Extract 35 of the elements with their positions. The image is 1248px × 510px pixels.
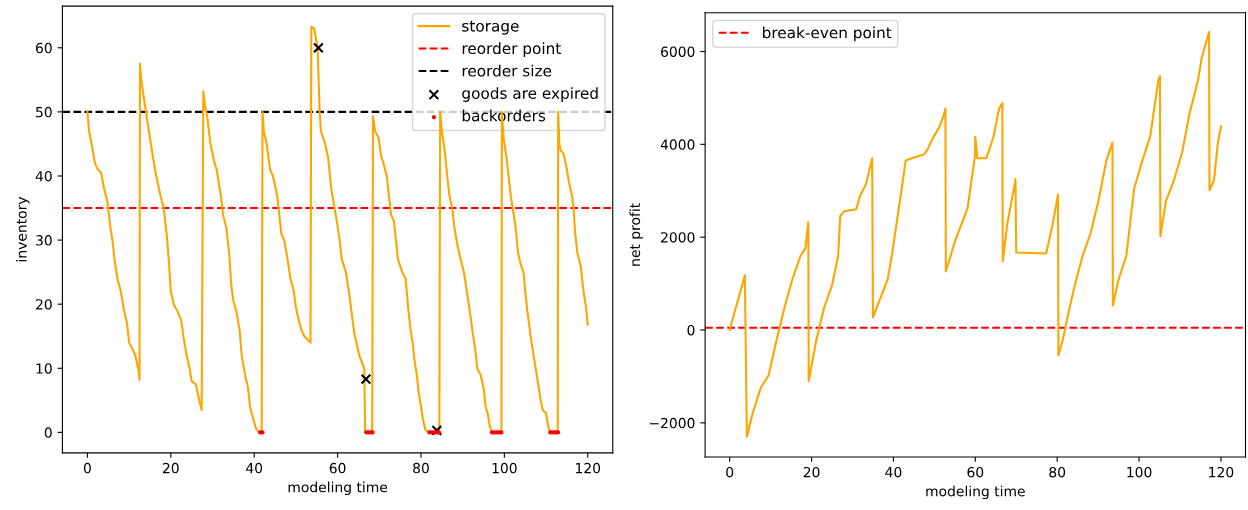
x-axis-title: modeling time [926, 485, 1025, 500]
x-tick-label: 100 [492, 462, 517, 474]
y-tick-label: 0 [687, 324, 695, 336]
y-tick-label: 20 [36, 299, 52, 310]
x-tick-label: 20 [803, 466, 820, 478]
legend-label: reorder point [462, 42, 561, 58]
y-tick-label: 4000 [660, 139, 695, 150]
x-tick-label: 60 [967, 466, 984, 478]
x-tick-label: 40 [885, 466, 902, 478]
y-tick-label: 10 [36, 363, 52, 374]
y-tick-label: 40 [35, 170, 52, 182]
x-tick-label: 60 [329, 462, 346, 474]
y-axis-title: net profit [629, 203, 643, 266]
x-axis-title: modeling time [288, 481, 388, 496]
y-tick-label: 30 [36, 235, 52, 246]
y-axis-title: inventory [16, 196, 30, 262]
x-tick-label: 80 [413, 462, 429, 474]
y-tick-label: 60 [35, 42, 52, 54]
x-tick-label: 20 [162, 462, 179, 474]
legend-label: reorder size [462, 64, 552, 77]
legend-label: storage [462, 20, 519, 35]
legend-label: break-even point [763, 26, 892, 42]
y-tick-label: −2000 [649, 417, 695, 429]
x-tick-label: 40 [246, 462, 263, 474]
y-tick-label: 0 [44, 427, 52, 438]
x-tick-label: 100 [1127, 466, 1152, 478]
y-tick-label: 50 [36, 106, 52, 118]
x-tick-label: 0 [83, 462, 91, 474]
x-tick-label: 0 [726, 466, 734, 478]
x-tick-label: 80 [1049, 466, 1066, 478]
y-tick-label: 2000 [661, 232, 695, 243]
x-tick-label: 120 [576, 462, 601, 474]
x-tick-label: 120 [1209, 466, 1234, 478]
legend-label: goods are expired [462, 87, 598, 102]
y-tick-label: 6000 [661, 46, 695, 57]
